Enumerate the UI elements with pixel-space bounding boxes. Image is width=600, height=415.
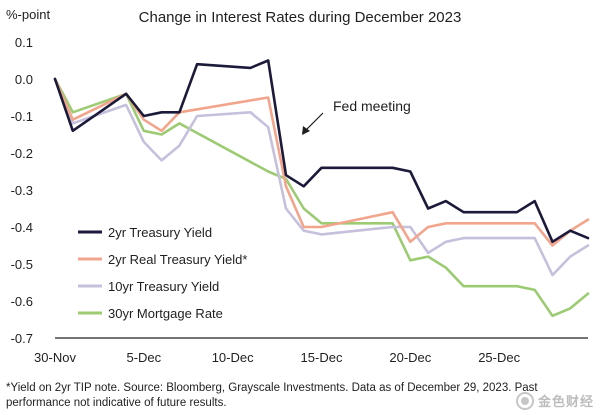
x-tick-label: 30-Nov <box>34 350 76 365</box>
fed-meeting-arrow <box>304 112 324 132</box>
watermark: 金色财经 <box>515 391 594 410</box>
series-line-2yr-real-treasury-yield <box>53 77 590 247</box>
legend-label: 2yr Real Treasury Yield* <box>108 252 247 267</box>
x-tick-label: 20-Dec <box>389 350 431 365</box>
fed-meeting-label: Fed meeting <box>333 98 411 114</box>
series-line-10yr-treasury-yield <box>53 77 590 277</box>
x-tick-label: 25-Dec <box>478 350 520 365</box>
y-tick-label: 0.0 <box>15 72 33 87</box>
y-tick-label: -0.3 <box>11 183 33 198</box>
y-tick-label: -0.1 <box>11 109 33 124</box>
footnote: *Yield on 2yr TIP note. Source: Bloomber… <box>6 381 596 411</box>
series-line-30yr-mortgage-rate <box>53 77 590 318</box>
fed-meeting-arrowhead <box>302 126 310 135</box>
fed-meeting-annotation: Fed meeting <box>302 98 411 135</box>
y-tick-label: -0.7 <box>11 331 33 346</box>
series-lines <box>53 59 590 318</box>
y-tick-label: -0.5 <box>11 257 33 272</box>
x-tick-label: 5-Dec <box>126 350 161 365</box>
footnote-line-2: performance not indicative of future res… <box>6 397 227 409</box>
watermark-logo-icon <box>515 391 534 410</box>
legend-label: 30yr Mortgage Rate <box>108 306 223 321</box>
x-axis-ticks: 30-Nov 5-Dec 10-Dec 15-Dec 20-Dec 25-Dec <box>34 350 521 365</box>
legend-label: 10yr Treasury Yield <box>108 279 219 294</box>
footnote-line-1: *Yield on 2yr TIP note. Source: Bloomber… <box>6 382 538 394</box>
y-axis-label: %-point <box>6 7 50 22</box>
watermark-text: 金色财经 <box>537 394 594 409</box>
y-tick-label: -0.6 <box>11 294 33 309</box>
x-tick-label: 15-Dec <box>301 350 343 365</box>
chart-title: Change in Interest Rates during December… <box>139 9 462 26</box>
x-tick-label: 10-Dec <box>212 350 254 365</box>
legend: 2yr Treasury Yield 2yr Real Treasury Yiel… <box>78 225 247 321</box>
y-tick-label: 0.1 <box>15 35 33 50</box>
y-tick-label: -0.2 <box>11 146 33 161</box>
y-axis-ticks: 0.1 0.0 -0.1 -0.2 -0.3 -0.4 -0.5 -0.6 -0.7 <box>11 35 33 346</box>
series-line-2yr-treasury-yield <box>53 59 590 244</box>
legend-label: 2yr Treasury Yield <box>108 225 212 240</box>
y-tick-label: -0.4 <box>11 220 33 235</box>
